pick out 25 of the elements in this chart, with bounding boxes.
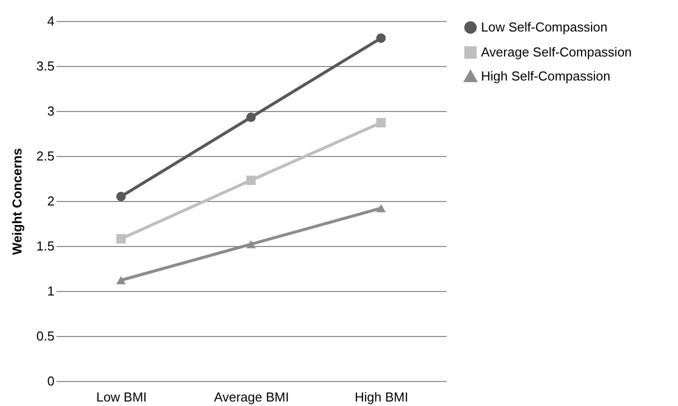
point (376, 33, 386, 43)
point (116, 276, 126, 284)
y-tick-label: 0.5 (36, 328, 54, 344)
legend-label: Low Self-Compassion (481, 20, 608, 34)
point (246, 176, 256, 186)
y-tick-label: 4 (47, 14, 54, 28)
y-tick-label: 3.5 (36, 58, 54, 74)
y-axis-title: Weight Concerns (9, 148, 24, 255)
point (376, 118, 386, 128)
y-tick-label: 2 (47, 194, 54, 208)
point (376, 204, 386, 212)
legend-label: High Self-Compassion (481, 68, 610, 84)
point (246, 112, 256, 122)
point (116, 192, 126, 202)
point (246, 240, 256, 248)
x-tick-label: Low BMI (96, 390, 147, 404)
y-tick-label: 1 (47, 284, 54, 298)
x-tick-label: High BMI (354, 390, 408, 404)
y-tick-label: 2.5 (36, 148, 54, 164)
y-tick-label: 1.5 (36, 238, 54, 254)
y-tick-label: 0 (47, 374, 54, 388)
y-tick-label: 3 (47, 104, 54, 118)
point (116, 234, 126, 244)
legend-label: Average Self-Compassion (481, 44, 632, 60)
x-tick-label: Average BMI (214, 390, 289, 404)
